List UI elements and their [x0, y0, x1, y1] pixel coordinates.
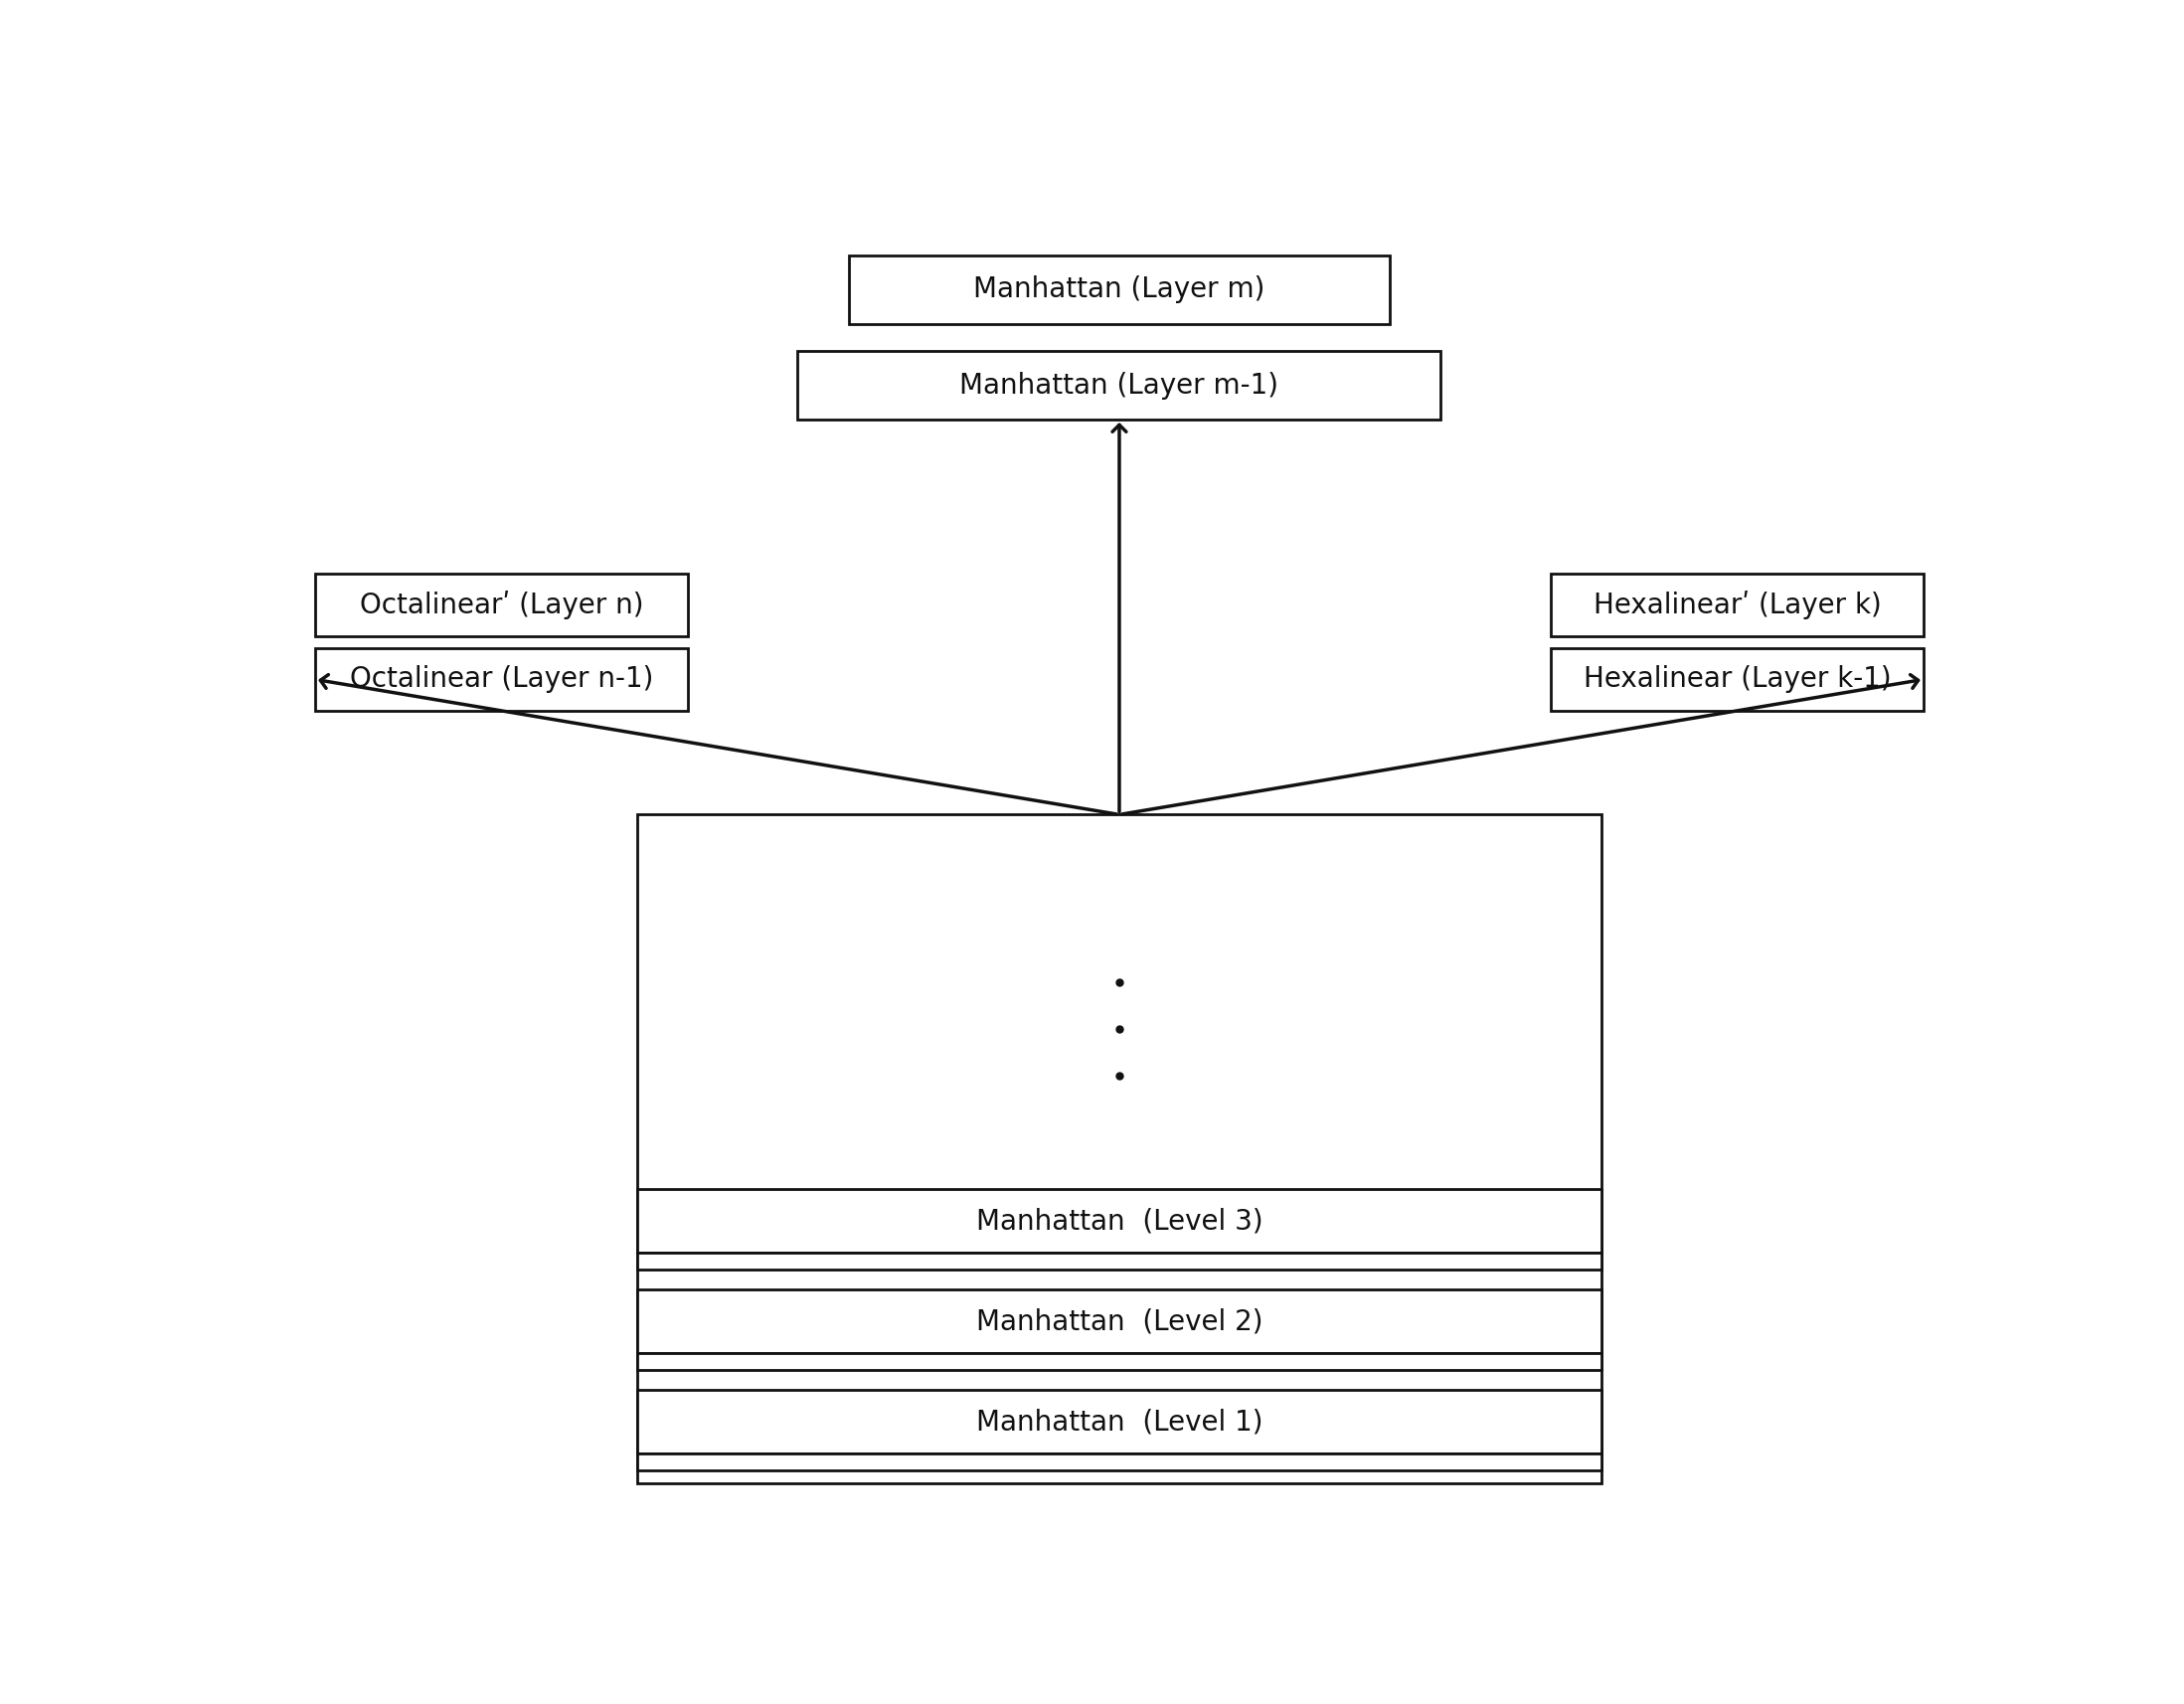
Text: Octalinear (Layer n-1): Octalinear (Layer n-1)	[349, 666, 653, 694]
Text: Hexalinearʹ (Layer k): Hexalinearʹ (Layer k)	[1592, 590, 1880, 619]
Bar	[314, 648, 688, 711]
Bar	[638, 1390, 1601, 1454]
Bar	[638, 1353, 1601, 1370]
Bar	[638, 1290, 1601, 1353]
Text: Hexalinear (Layer k-1): Hexalinear (Layer k-1)	[1583, 666, 1891, 694]
Bar	[1551, 573, 1924, 636]
Bar	[638, 1252, 1601, 1269]
Text: Manhattan (Layer m-1): Manhattan (Layer m-1)	[959, 371, 1280, 399]
Text: Manhattan (Layer m): Manhattan (Layer m)	[974, 276, 1265, 303]
Bar	[314, 573, 688, 636]
Text: Manhattan  (Level 1): Manhattan (Level 1)	[976, 1408, 1262, 1436]
Bar	[638, 815, 1601, 1484]
Text: Manhattan  (Level 2): Manhattan (Level 2)	[976, 1307, 1262, 1336]
Bar	[797, 351, 1441, 419]
Text: Manhattan  (Level 3): Manhattan (Level 3)	[976, 1206, 1262, 1235]
Bar	[1551, 648, 1924, 711]
Bar	[847, 256, 1389, 324]
Text: Octalinearʹ (Layer n): Octalinearʹ (Layer n)	[360, 590, 644, 619]
Bar	[638, 1189, 1601, 1252]
Bar	[638, 1454, 1601, 1471]
